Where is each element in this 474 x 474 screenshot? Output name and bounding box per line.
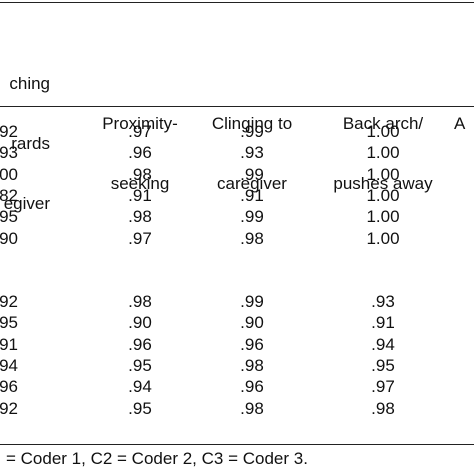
header-col-a: A bbox=[454, 114, 466, 133]
table-cell: .99 bbox=[240, 122, 264, 141]
table-cell: .95 bbox=[128, 355, 152, 375]
table-cell: .96 bbox=[128, 334, 152, 354]
table-cell: .98 bbox=[240, 355, 264, 375]
header-col-proximity: Proximity- seeking bbox=[102, 114, 178, 193]
table-cell: .96 bbox=[0, 377, 18, 397]
table-cell: .95 bbox=[0, 313, 18, 333]
table-footnote: = Coder 1, C2 = Coder 2, C3 = Coder 3. bbox=[6, 449, 308, 468]
table-cell: .93 bbox=[371, 292, 395, 311]
table-cell: 1.00 bbox=[366, 207, 400, 227]
top-rule bbox=[0, 2, 474, 3]
table-cell: .99 bbox=[240, 292, 264, 311]
table-cell: 1.00 bbox=[366, 185, 400, 205]
table-cell: .97 bbox=[371, 377, 395, 397]
table-cell: .91 bbox=[128, 185, 152, 205]
table-cell: .95 bbox=[128, 398, 152, 418]
table-cell: 1.00 bbox=[366, 164, 400, 184]
table-cell: .91 bbox=[240, 185, 264, 205]
table-cell: .92 bbox=[0, 398, 18, 418]
table-cell: .98 bbox=[128, 207, 152, 227]
table-cell: .93 bbox=[0, 143, 18, 163]
table-cell: .94 bbox=[371, 334, 395, 354]
table-cell: .96 bbox=[128, 143, 152, 163]
table-cell: .95 bbox=[0, 207, 18, 227]
table-cell: .91 bbox=[371, 313, 395, 333]
table-cell: .94 bbox=[128, 377, 152, 397]
table-cell: .99 bbox=[240, 207, 264, 227]
table-cell: .98 bbox=[371, 398, 395, 418]
header-col-reaching: ching rards egiver bbox=[3, 74, 50, 213]
header-rule bbox=[0, 106, 474, 107]
table-cell: .95 bbox=[371, 355, 395, 375]
table-cell: .96 bbox=[240, 334, 264, 354]
table-cell: .98 bbox=[128, 164, 152, 184]
table-cell: .90 bbox=[128, 313, 152, 333]
header-col-clinging: Clinging to caregiver bbox=[211, 114, 293, 193]
header-col-backarch: Back arch/ pushes away bbox=[333, 114, 433, 193]
table-cell: .93 bbox=[240, 143, 264, 163]
table-cell: .90 bbox=[0, 228, 18, 248]
table-cell: .98 bbox=[240, 398, 264, 418]
table-cell: .94 bbox=[0, 355, 18, 375]
table-cell: .98 bbox=[128, 292, 152, 311]
table-cell: .98 bbox=[240, 228, 264, 248]
bottom-rule bbox=[0, 444, 474, 445]
table-cell: 1.00 bbox=[366, 122, 400, 141]
table-cell: .82 bbox=[0, 185, 18, 205]
table-cell: .92 bbox=[0, 292, 18, 311]
table-cell: .92 bbox=[0, 122, 18, 141]
table-cell: 1.00 bbox=[366, 228, 400, 248]
table-cell: .97 bbox=[128, 228, 152, 248]
table-cell: .90 bbox=[240, 313, 264, 333]
table-cell: 1.00 bbox=[366, 143, 400, 163]
table-cell: .96 bbox=[240, 377, 264, 397]
table-cell: .97 bbox=[128, 122, 152, 141]
table-cell: .91 bbox=[0, 334, 18, 354]
table-cell: .99 bbox=[240, 164, 264, 184]
table-cell: .00 bbox=[0, 164, 18, 184]
